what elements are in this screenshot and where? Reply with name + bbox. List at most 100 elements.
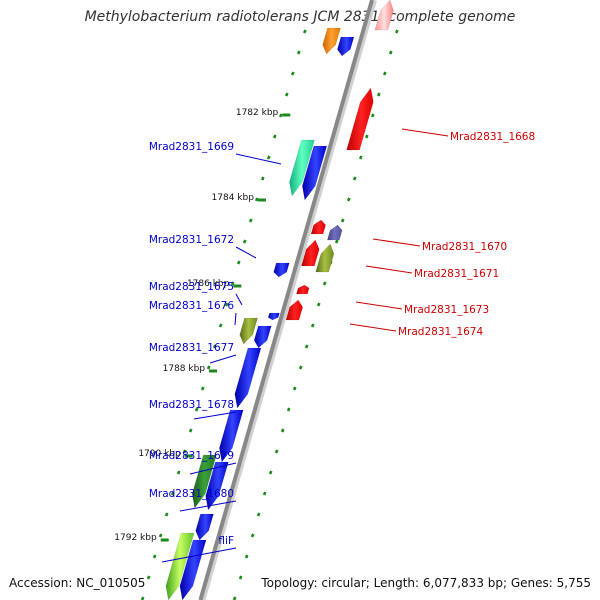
right-tick-mark xyxy=(304,344,309,349)
gene-label: Mrad2831_1678 xyxy=(149,399,234,411)
gene-label-leader xyxy=(365,265,413,274)
gene-arrow xyxy=(285,299,303,321)
left-tick-mark xyxy=(291,71,295,76)
left-tick-mark xyxy=(176,470,181,475)
gene-label: Mrad2831_1677 xyxy=(149,342,234,354)
left-tick-mark xyxy=(200,386,205,391)
right-tick-mark xyxy=(376,92,381,97)
left-tick-mark xyxy=(278,113,283,118)
scale-label: 1782 kbp xyxy=(236,108,279,118)
gene-arrow xyxy=(296,284,310,295)
right-tick-mark xyxy=(352,176,357,181)
right-tick-mark xyxy=(274,449,279,454)
gene-arrow xyxy=(165,532,195,600)
right-tick-mark xyxy=(316,302,321,307)
gene-arrow xyxy=(273,262,290,278)
gene-label: Mrad2831_1680 xyxy=(149,488,234,500)
left-tick-mark xyxy=(272,134,277,139)
gene-label-leader xyxy=(355,301,403,310)
right-tick-mark xyxy=(383,71,387,76)
right-tick-mark xyxy=(280,428,285,433)
tick-layer xyxy=(140,29,399,600)
gene-label: Mrad2831_1675 xyxy=(149,281,234,293)
left-tick-mark xyxy=(182,449,187,454)
gene-label-leader xyxy=(235,153,282,165)
gene-arrow xyxy=(191,454,217,509)
gene-label-leader xyxy=(209,354,237,364)
gene-arrow xyxy=(253,325,272,349)
gene-label: Mrad2831_1671 xyxy=(414,268,499,280)
gene-arrow xyxy=(239,317,258,345)
gene-arrow xyxy=(346,87,374,151)
left-tick-mark xyxy=(236,260,241,265)
scale-label: 1786 kbp xyxy=(187,279,230,289)
left-tick-mark xyxy=(224,302,229,307)
gene-label-leader xyxy=(349,323,397,332)
scale-label: 1792 kbp xyxy=(114,533,157,543)
left-tick-mark xyxy=(158,533,163,538)
left-tick-mark xyxy=(303,29,307,34)
right-tick-mark xyxy=(322,281,327,286)
gene-arrow xyxy=(310,219,326,235)
gene-layer xyxy=(165,0,394,600)
gene-label: Mrad2831_1668 xyxy=(450,131,535,143)
gene-arrow xyxy=(302,145,328,201)
scale-label: 1790 kbp xyxy=(138,449,181,459)
right-tick-mark xyxy=(340,218,345,223)
right-tick-mark xyxy=(298,365,303,370)
right-tick-mark xyxy=(346,197,351,202)
topology-summary: Topology: circular; Length: 6,077,833 bp… xyxy=(261,576,591,590)
left-tick-mark xyxy=(254,197,259,202)
right-tick-mark xyxy=(370,113,375,118)
gene-label: Mrad2831_1674 xyxy=(398,326,483,338)
gene-label-leader xyxy=(235,246,257,259)
gene-label-leader xyxy=(179,500,237,512)
right-tick-mark xyxy=(262,491,267,496)
gene-arrow xyxy=(322,27,341,55)
gene-label: Mrad2831_1670 xyxy=(422,241,507,253)
right-tick-mark xyxy=(395,29,399,34)
gene-label-leader xyxy=(161,547,237,563)
right-tick-mark xyxy=(389,50,393,55)
right-tick-mark xyxy=(310,323,315,328)
gene-label-leader xyxy=(235,293,243,306)
gene-arrow xyxy=(195,513,214,541)
gene-label: Mrad2831_1673 xyxy=(404,304,489,316)
gene-arrow xyxy=(374,0,394,31)
gene-label-leader xyxy=(189,462,237,475)
left-tick-mark xyxy=(152,554,157,559)
left-tick-mark xyxy=(212,344,217,349)
gene-label: fliF xyxy=(218,535,234,547)
right-tick-mark xyxy=(364,134,369,139)
gene-arrow xyxy=(219,409,244,463)
gene-arrow xyxy=(327,224,343,241)
right-tick-mark xyxy=(292,386,297,391)
gene-label: Mrad2831_1669 xyxy=(149,141,234,153)
left-tick-mark xyxy=(248,218,253,223)
right-tick-mark xyxy=(268,470,273,475)
left-tick-mark xyxy=(284,92,289,97)
accession-text: Accession: NC_010505 xyxy=(9,576,146,590)
gene-label-leader xyxy=(193,411,237,420)
right-tick-mark xyxy=(286,407,291,412)
gene-label: Mrad2831_1676 xyxy=(149,300,234,312)
backbone-line xyxy=(198,0,374,600)
right-tick-mark xyxy=(256,512,261,517)
scale-label: 1784 kbp xyxy=(212,193,255,203)
left-tick-mark xyxy=(242,239,247,244)
left-tick-mark xyxy=(260,176,265,181)
right-tick-mark xyxy=(334,239,339,244)
gene-arrow xyxy=(301,239,320,267)
left-tick-mark xyxy=(170,491,175,496)
right-tick-mark xyxy=(250,533,255,538)
label-layer: 1782 kbp 1784 kbp 1786 kbp 1788 kbp 1790 kbp… xyxy=(114,108,535,563)
gene-label-leader xyxy=(234,312,237,326)
gene-arrow xyxy=(205,461,229,511)
gene-arrow xyxy=(315,243,335,273)
left-tick-mark xyxy=(230,281,235,286)
left-tick-mark xyxy=(297,50,301,55)
left-tick-mark xyxy=(164,512,169,517)
left-tick-mark xyxy=(146,575,151,580)
